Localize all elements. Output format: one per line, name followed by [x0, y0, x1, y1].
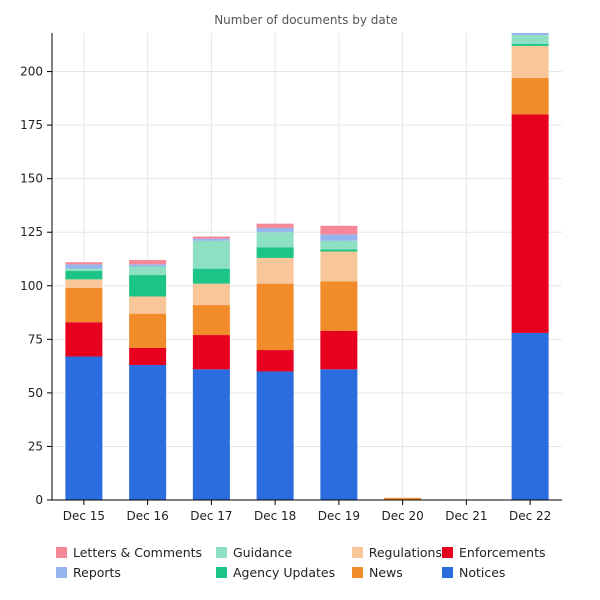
bar-letters-comments-dec-15	[65, 262, 103, 265]
bar-notices-dec-17	[192, 369, 230, 500]
legend-label: Guidance	[233, 544, 293, 560]
bar-agency-updates-dec-18	[256, 247, 294, 258]
bar-enforcements-dec-15	[65, 322, 103, 357]
bar-guidance-dec-17	[192, 240, 230, 269]
y-tick-label: 150	[20, 172, 43, 186]
y-tick-label: 25	[28, 439, 43, 453]
bar-enforcements-dec-17	[192, 335, 230, 370]
bar-letters-comments-dec-16	[129, 260, 167, 265]
bar-notices-dec-15	[65, 356, 103, 500]
bar-news-dec-19	[320, 281, 358, 331]
bar-reports-dec-17	[192, 238, 230, 241]
bar-news-dec-17	[192, 305, 230, 336]
bar-notices-dec-18	[256, 371, 294, 500]
bar-reports-dec-16	[129, 264, 167, 267]
legend-swatch	[216, 566, 227, 578]
legend-item-regulations[interactable]: Regulations	[352, 544, 442, 560]
bar-reports-dec-19	[320, 234, 358, 241]
x-tick-label: Dec 22	[509, 509, 551, 523]
legend-swatch	[56, 546, 67, 558]
x-tick-label: Dec 20	[381, 509, 423, 523]
legend-label: Enforcements	[459, 544, 546, 560]
legend-item-agency-updates[interactable]: Agency Updates	[216, 564, 352, 580]
y-tick-label: 0	[35, 493, 43, 507]
axes	[51, 33, 562, 501]
x-axis-ticks: Dec 15 Dec 16 Dec 17 Dec 18 Dec 19 Dec 20 Dec …	[63, 500, 551, 523]
x-tick-label: Dec 19	[318, 509, 360, 523]
legend-label: Agency Updates	[233, 564, 336, 580]
legend-swatch	[442, 566, 453, 578]
bar-notices-dec-22	[511, 332, 549, 500]
y-axis-ticks: 0 25 50 75 100 125 150 175 200	[20, 65, 52, 507]
bars	[65, 33, 549, 500]
legend-swatch	[56, 566, 67, 578]
stacked-bar-chart: Number of documents by date 0 25 50 75 100 12…	[20, 13, 562, 523]
bar-guidance-dec-16	[129, 266, 167, 276]
bar-news-dec-18	[256, 283, 294, 351]
legend-swatch	[352, 566, 363, 578]
y-tick-label: 125	[20, 225, 43, 239]
bar-agency-updates-dec-22	[511, 43, 549, 46]
bar-guidance-dec-18	[256, 232, 294, 248]
legend-item-enforcements[interactable]: Enforcements	[442, 544, 562, 560]
bar-enforcements-dec-18	[256, 350, 294, 372]
legend-label: Regulations	[368, 544, 442, 560]
bar-agency-updates-dec-19	[320, 249, 358, 252]
bar-news-dec-22	[511, 77, 549, 115]
x-tick-label: Dec 21	[445, 509, 487, 523]
bar-guidance-dec-15	[65, 268, 103, 271]
bar-regulations-dec-22	[511, 45, 549, 78]
legend-item-letters-comments[interactable]: Letters & Comments	[56, 544, 216, 560]
bar-guidance-dec-19	[320, 240, 358, 250]
bar-news-dec-16	[129, 313, 167, 348]
bar-regulations-dec-19	[320, 251, 358, 282]
bar-letters-comments-dec-18	[256, 223, 294, 228]
legend-label: Notices	[459, 564, 506, 580]
x-tick-label: Dec 17	[190, 509, 232, 523]
legend: Letters & Comments Guidance Regulations Enf…	[56, 544, 576, 580]
bar-letters-comments-dec-19	[320, 225, 358, 235]
bar-guidance-dec-22	[511, 35, 549, 44]
bar-enforcements-dec-22	[511, 114, 549, 333]
bar-agency-updates-dec-17	[192, 268, 230, 284]
chart-title: Number of documents by date	[214, 13, 398, 27]
legend-label: Letters & Comments	[73, 544, 203, 560]
y-tick-label: 100	[20, 279, 43, 293]
bar-news-dec-15	[65, 287, 103, 323]
bar-regulations-dec-18	[256, 257, 294, 284]
legend-item-guidance[interactable]: Guidance	[216, 544, 352, 560]
x-tick-label: Dec 16	[126, 509, 168, 523]
bar-letters-comments-dec-17	[192, 236, 230, 239]
y-tick-label: 175	[20, 118, 43, 132]
bar-enforcements-dec-19	[320, 330, 358, 370]
bar-regulations-dec-17	[192, 283, 230, 306]
legend-swatch	[442, 546, 453, 558]
legend-swatch	[352, 546, 363, 558]
bar-news-dec-20	[384, 497, 422, 500]
bar-regulations-dec-15	[65, 279, 103, 288]
bar-agency-updates-dec-15	[65, 270, 103, 280]
y-tick-label: 75	[28, 332, 43, 346]
y-tick-label: 50	[28, 386, 43, 400]
legend-item-news[interactable]: News	[352, 564, 442, 580]
bar-regulations-dec-16	[129, 296, 167, 314]
bar-agency-updates-dec-16	[129, 275, 167, 297]
bar-reports-dec-15	[65, 264, 103, 269]
grid-lines	[52, 33, 562, 500]
bar-notices-dec-19	[320, 369, 358, 500]
bar-notices-dec-16	[129, 365, 167, 500]
x-tick-label: Dec 15	[63, 509, 105, 523]
legend-label: Reports	[73, 564, 121, 580]
x-tick-label: Dec 18	[254, 509, 296, 523]
legend-label: News	[369, 564, 403, 580]
bar-reports-dec-18	[256, 227, 294, 233]
legend-item-reports[interactable]: Reports	[56, 564, 216, 580]
legend-item-notices[interactable]: Notices	[442, 564, 562, 580]
legend-swatch	[216, 546, 227, 558]
y-tick-label: 200	[20, 65, 43, 79]
bar-enforcements-dec-16	[129, 347, 167, 366]
bar-reports-dec-22	[511, 33, 549, 36]
